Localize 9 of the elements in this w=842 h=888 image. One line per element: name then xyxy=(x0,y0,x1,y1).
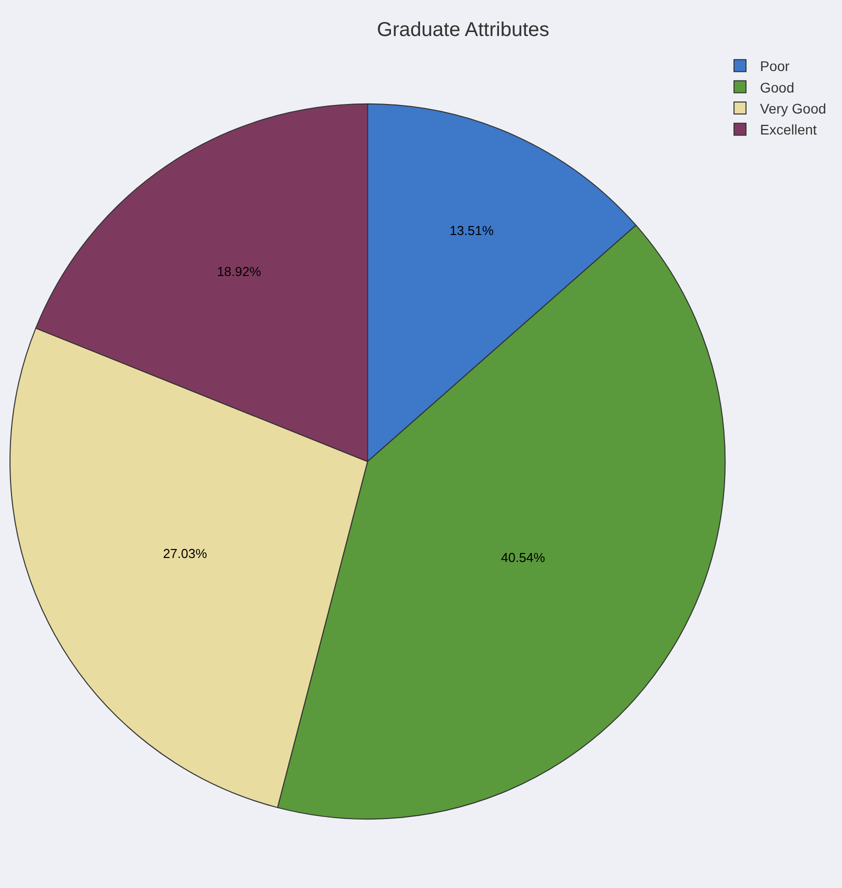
data-label: 13.51% xyxy=(450,223,494,238)
data-label: 40.54% xyxy=(500,550,546,565)
data-label: 27.03% xyxy=(162,546,208,561)
data-label: 18.92% xyxy=(216,264,262,280)
chart-title: Graduate Attributes xyxy=(376,19,550,42)
legend-label: Very Good xyxy=(760,100,826,116)
legend-label: Poor xyxy=(760,58,790,74)
legend-label: Excellent xyxy=(760,122,817,138)
legend-label: Good xyxy=(760,79,794,96)
